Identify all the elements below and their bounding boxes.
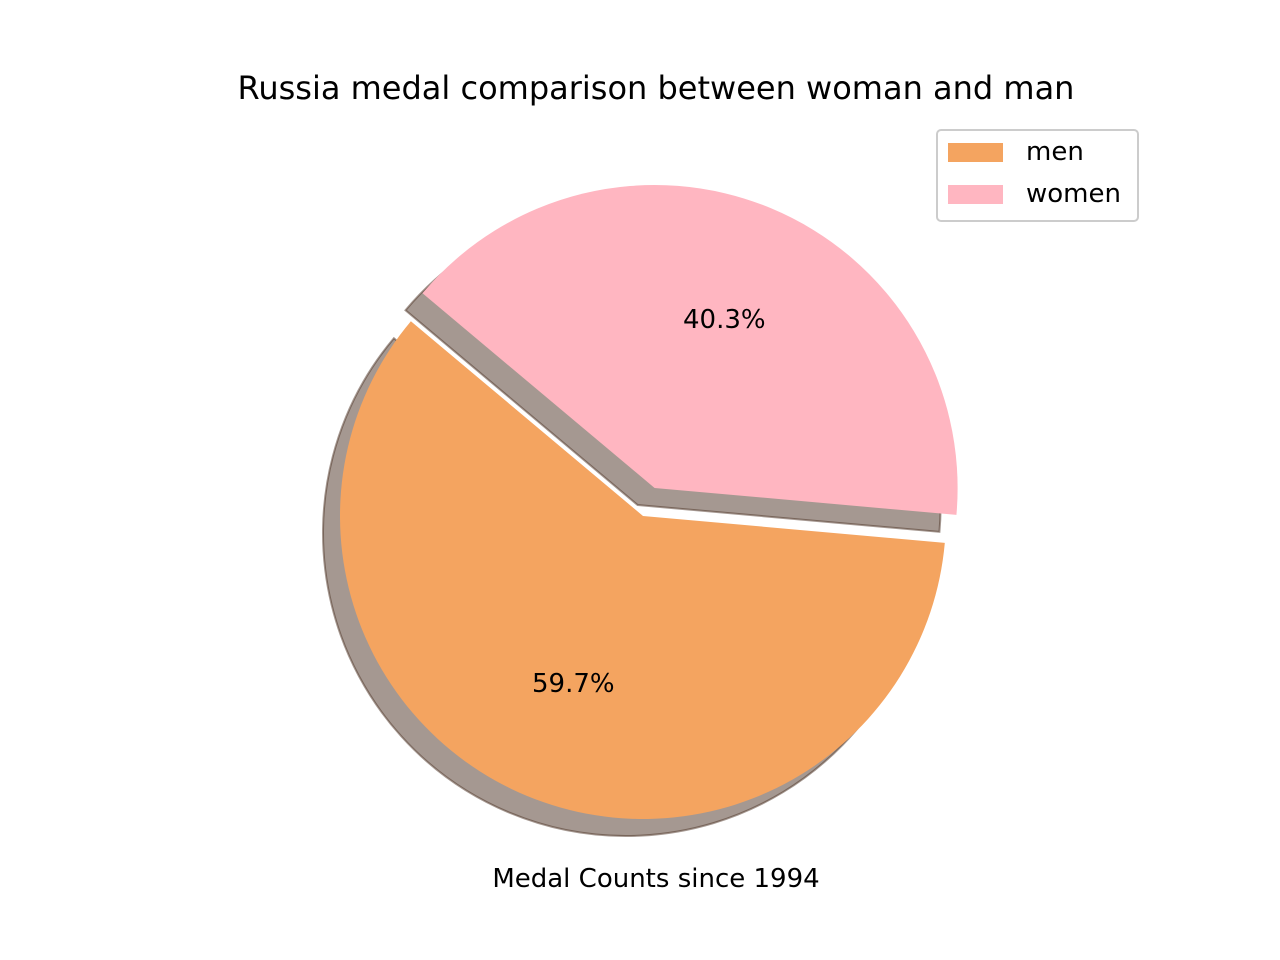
slice-pct-label-men: 59.7% [532, 669, 615, 699]
slice-labels: 59.7% 40.3% [532, 305, 766, 699]
pie-slice-men [339, 321, 945, 819]
legend-swatch-women [948, 185, 1003, 204]
legend-swatch-men [948, 143, 1003, 162]
legend-label-men: men [1026, 137, 1084, 167]
chart-title: Russia medal comparison between woman an… [238, 69, 1075, 107]
legend-label-women: women [1026, 179, 1121, 209]
slice-pct-label-women: 40.3% [683, 305, 766, 335]
pie-slices [339, 185, 958, 819]
pie-slice-women [422, 185, 958, 515]
x-axis-label: Medal Counts since 1994 [492, 864, 819, 894]
legend: men women [936, 129, 1139, 222]
